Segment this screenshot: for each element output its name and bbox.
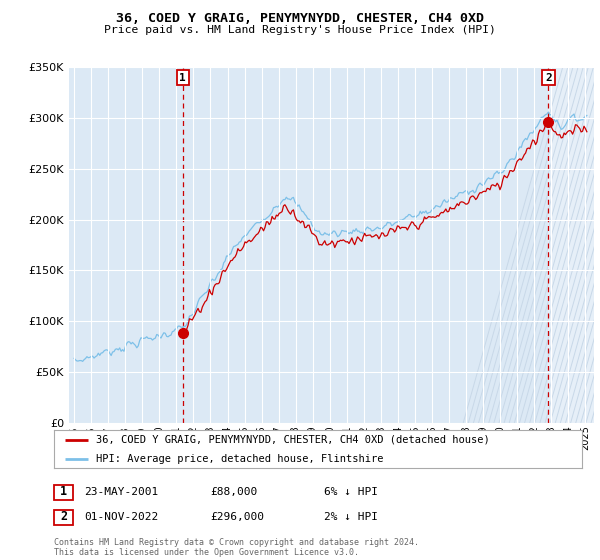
Text: Contains HM Land Registry data © Crown copyright and database right 2024.
This d: Contains HM Land Registry data © Crown c…	[54, 538, 419, 557]
Bar	[548, 67, 594, 423]
Text: 1: 1	[60, 485, 67, 498]
Text: 1: 1	[179, 73, 186, 82]
Text: HPI: Average price, detached house, Flintshire: HPI: Average price, detached house, Flin…	[96, 454, 384, 464]
Text: £296,000: £296,000	[210, 512, 264, 522]
Text: 2: 2	[545, 73, 552, 82]
Text: 6% ↓ HPI: 6% ↓ HPI	[324, 487, 378, 497]
Text: 01-NOV-2022: 01-NOV-2022	[84, 512, 158, 522]
Text: 36, COED Y GRAIG, PENYMYNYDD, CHESTER, CH4 0XD (detached house): 36, COED Y GRAIG, PENYMYNYDD, CHESTER, C…	[96, 435, 490, 445]
Text: £88,000: £88,000	[210, 487, 257, 497]
Text: 2% ↓ HPI: 2% ↓ HPI	[324, 512, 378, 522]
Text: Price paid vs. HM Land Registry's House Price Index (HPI): Price paid vs. HM Land Registry's House …	[104, 25, 496, 35]
Text: 36, COED Y GRAIG, PENYMYNYDD, CHESTER, CH4 0XD: 36, COED Y GRAIG, PENYMYNYDD, CHESTER, C…	[116, 12, 484, 25]
Text: 2: 2	[60, 510, 67, 524]
Text: 23-MAY-2001: 23-MAY-2001	[84, 487, 158, 497]
